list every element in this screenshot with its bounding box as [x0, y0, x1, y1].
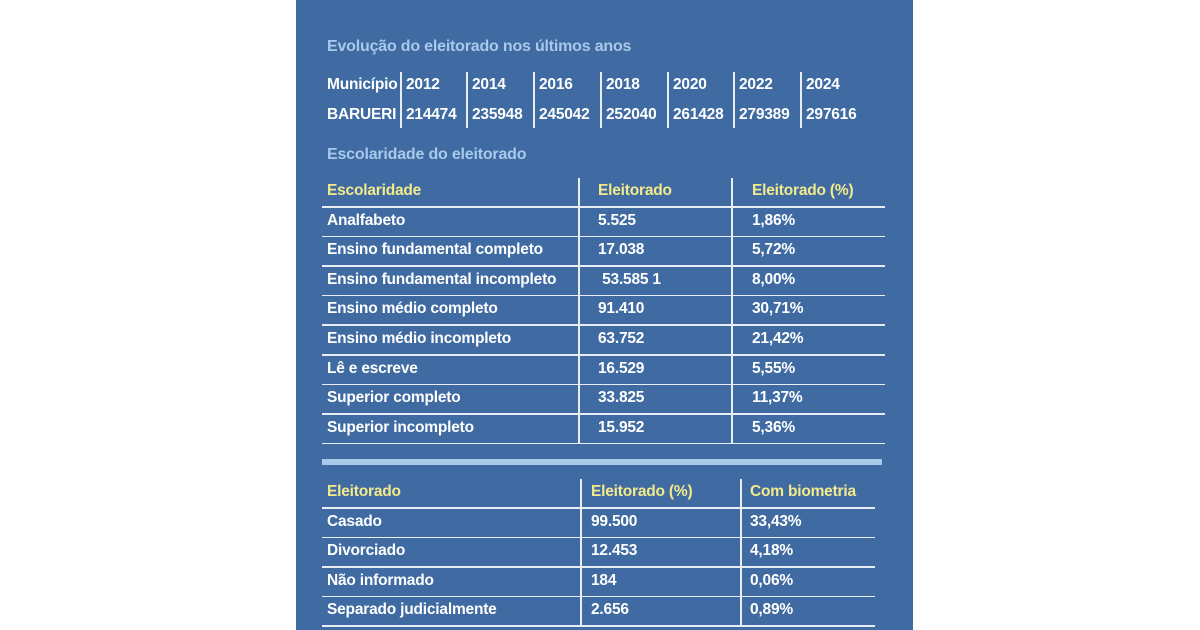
cell: Analfabeto	[327, 211, 406, 229]
header-cell: 2014	[472, 76, 506, 93]
cell: Lê e escreve	[327, 359, 418, 377]
column-separator	[731, 178, 733, 443]
row-line	[322, 265, 885, 267]
column-separator	[578, 178, 580, 443]
cell: 0,06%	[750, 571, 793, 589]
row-line	[322, 625, 875, 627]
header-cell: 2016	[539, 76, 573, 93]
cell: 53.585 1	[598, 270, 661, 288]
cell: 261428	[673, 106, 724, 123]
cell: 91.410	[598, 300, 645, 318]
cell: 252040	[606, 106, 657, 123]
row-line	[322, 566, 875, 568]
column-separator	[600, 72, 602, 128]
cell: Superior completo	[327, 389, 461, 407]
cell: 279389	[739, 106, 790, 123]
cell: Superior incompleto	[327, 418, 474, 436]
cell: 5,72%	[752, 241, 795, 259]
row-line	[322, 507, 875, 509]
header-cell: Eleitorado (%)	[591, 483, 693, 500]
header-cell: Eleitorado	[598, 182, 672, 199]
cell: 2.656	[591, 601, 629, 619]
row-line	[322, 324, 885, 326]
row-line	[322, 413, 885, 415]
row-line	[322, 206, 885, 208]
cell: Ensino fundamental completo	[327, 241, 543, 259]
header-cell: 2022	[739, 76, 773, 93]
header-cell: Município	[327, 76, 398, 93]
header-cell: 2012	[406, 76, 440, 93]
cell: 5,55%	[752, 359, 795, 377]
cell: Ensino médio completo	[327, 300, 498, 318]
cell: 4,18%	[750, 542, 793, 560]
cell: 63.752	[598, 330, 645, 347]
cell: Não informado	[327, 571, 434, 589]
section-title: Evolução do eleitorado nos últimos anos	[327, 38, 632, 55]
cell: 0,89%	[750, 601, 793, 619]
cell: 1,86%	[752, 211, 795, 229]
section-title: Escolaridade do eleitorado	[327, 146, 527, 163]
row-line	[322, 536, 875, 539]
row-line	[322, 354, 885, 356]
cell: 8,00%	[752, 270, 795, 288]
row-line	[322, 595, 875, 598]
cell: Separado judicialmente	[327, 601, 497, 619]
row-line	[322, 442, 885, 445]
header-cell: 2024	[806, 76, 840, 93]
column-separator	[533, 72, 535, 128]
cell: 17.038	[598, 241, 645, 259]
cell: 245042	[539, 106, 590, 123]
column-separator	[667, 72, 669, 128]
cell: 235948	[472, 106, 523, 123]
row-line	[322, 383, 885, 386]
column-separator	[400, 72, 402, 128]
cell: 15.952	[598, 418, 645, 436]
header-cell: 2020	[673, 76, 707, 93]
cell: 99.500	[591, 512, 638, 530]
cell: 214474	[406, 106, 457, 123]
column-separator	[733, 72, 735, 128]
cell: 11,37%	[752, 389, 803, 407]
column-separator	[580, 479, 582, 626]
column-separator	[800, 72, 802, 128]
cell: 33,43%	[750, 512, 802, 530]
cell: Ensino médio incompleto	[327, 330, 511, 347]
row-line	[322, 294, 885, 297]
cell: Casado	[327, 512, 382, 530]
cell: 21,42%	[752, 330, 804, 347]
column-separator	[740, 479, 742, 626]
header-cell: Escolaridade	[327, 182, 422, 199]
cell: BARUERI	[327, 106, 397, 123]
header-cell: Eleitorado (%)	[752, 182, 854, 199]
column-separator	[466, 72, 468, 128]
divider	[322, 459, 882, 465]
cell: 5,36%	[752, 418, 795, 436]
cell: 297616	[806, 106, 857, 123]
cell: 12.453	[591, 542, 638, 560]
header-cell: 2018	[606, 76, 640, 93]
cell: 16.529	[598, 359, 645, 377]
cell: Ensino fundamental incompleto	[327, 270, 557, 288]
cell: 184	[591, 571, 617, 589]
cell: 33.825	[598, 389, 645, 407]
cell: 5.525	[598, 211, 636, 229]
panel	[296, 0, 913, 630]
cell: 30,71%	[752, 300, 804, 318]
row-line	[322, 235, 885, 238]
cell: Divorciado	[327, 542, 406, 560]
header-cell: Com biometria	[750, 483, 856, 500]
header-cell: Eleitorado	[327, 483, 401, 500]
